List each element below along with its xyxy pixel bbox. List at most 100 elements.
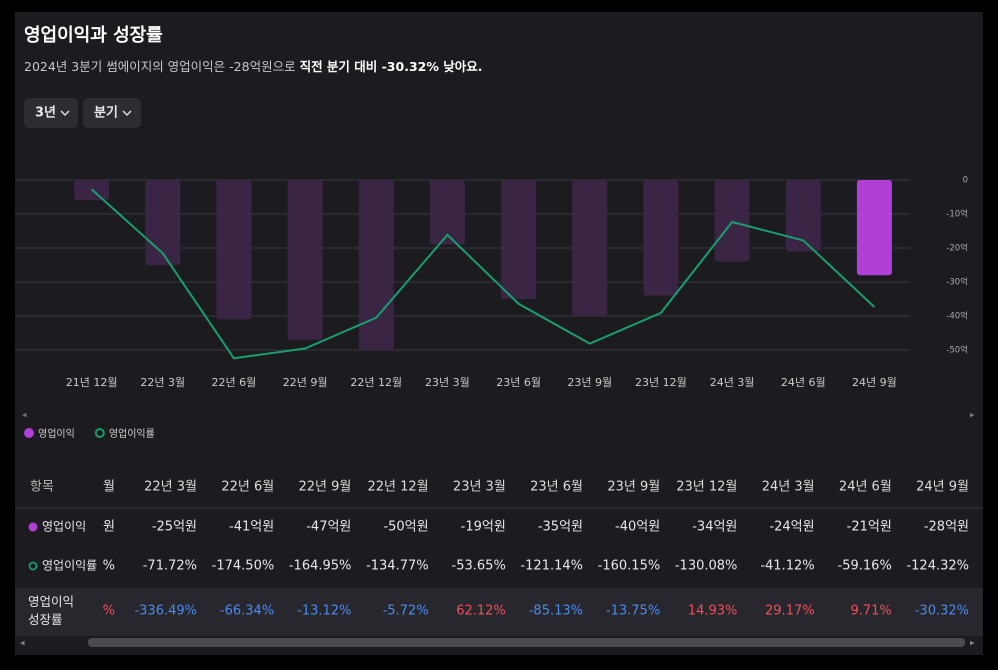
table-cell: -34억원 — [692, 520, 737, 535]
table-cell: -85.13% — [529, 604, 583, 619]
table-header: 23년 12월 — [676, 480, 737, 495]
x-tick-label: 23년 3월 — [425, 376, 470, 389]
table-cell: -13.75% — [606, 604, 660, 619]
table-cell: -25억원 — [152, 520, 197, 535]
table-header: 24년 9월 — [916, 480, 969, 495]
table-cell: -66.34% — [220, 604, 274, 619]
row-marker — [28, 561, 38, 571]
growth-row-bg — [15, 588, 983, 636]
panel — [15, 12, 983, 655]
row-label: 영업이익률 — [42, 559, 97, 573]
table-cell: -134.77% — [366, 559, 429, 574]
scroll-right[interactable]: ▸ — [970, 411, 975, 421]
table-cell: -19억원 — [461, 520, 506, 535]
subtitle-text: 2024년 3분기 썸에이지의 영업이익은 -28억원으로 — [24, 59, 300, 74]
bar — [643, 180, 679, 296]
table-header: 23년 6월 — [530, 480, 583, 495]
x-tick-label: 22년 12월 — [350, 376, 402, 389]
bar — [856, 180, 892, 276]
bar — [287, 180, 323, 340]
x-tick-label: 24년 9월 — [852, 376, 897, 389]
bar — [501, 180, 537, 299]
x-tick-label: 23년 12월 — [635, 376, 687, 389]
bar — [572, 180, 608, 316]
button-label[interactable]: 3년 — [35, 106, 56, 121]
table-cell: 14.93% — [688, 604, 738, 619]
table-cell: -130.08% — [675, 559, 738, 574]
table-cell: -174.50% — [212, 559, 275, 574]
table-cell: -35억원 — [538, 520, 583, 535]
table-cell: -124.32% — [906, 559, 969, 574]
y-tick-label: -20억 — [946, 243, 968, 254]
table-cell: -40억원 — [615, 520, 660, 535]
bar — [714, 180, 750, 262]
line — [90, 188, 876, 360]
table-header: 월 — [103, 480, 115, 495]
row-label: 영업이익 — [42, 520, 86, 534]
table-cell: -41억원 — [229, 520, 274, 535]
x-tick-label: 21년 12월 — [66, 376, 118, 389]
table-scroll-right[interactable]: ▸ — [970, 639, 975, 649]
table-header: 24년 3월 — [762, 480, 815, 495]
legend-marker — [24, 428, 34, 438]
bar — [429, 180, 465, 245]
title: 영업이익과 성장률 — [24, 25, 163, 46]
table-header: 24년 6월 — [839, 480, 892, 495]
table-cell: -24억원 — [769, 520, 814, 535]
table-cell: -164.95% — [289, 559, 352, 574]
table-cell: -21억원 — [847, 520, 892, 535]
table-header: 22년 9월 — [299, 480, 352, 495]
table-cell: -50억원 — [383, 520, 428, 535]
table-cell: -41.12% — [760, 559, 814, 574]
row-marker — [28, 522, 38, 532]
scroll-left[interactable]: ◂ — [22, 411, 27, 421]
table-cell: % — [103, 559, 115, 574]
bar — [145, 180, 181, 265]
bar — [216, 180, 252, 320]
x-tick-label: 22년 9월 — [283, 376, 328, 389]
x-tick-label: 22년 6월 — [212, 376, 257, 389]
table-cell: -5.72% — [383, 604, 429, 619]
period-button[interactable]: 3년 — [24, 98, 78, 128]
table-cell: 29.17% — [765, 604, 815, 619]
table-cell: -59.16% — [838, 559, 892, 574]
x-tick-label: 24년 3월 — [710, 376, 755, 389]
table-cell: 62.12% — [456, 604, 506, 619]
y-tick-label: -10억 — [946, 209, 968, 220]
table-cell: 원 — [103, 520, 115, 535]
table-cell: -160.15% — [598, 559, 661, 574]
x-tick-label: 23년 9월 — [567, 376, 612, 389]
table-cell: -30.32% — [915, 604, 969, 619]
subtitle-bold: 직전 분기 대비 -30.32% 낮아요. — [300, 59, 483, 74]
table-header: 22년 6월 — [221, 480, 274, 495]
scrollbar[interactable] — [88, 638, 965, 647]
table-cell: % — [103, 604, 115, 619]
y-tick-label: 0 — [963, 176, 968, 186]
legend-label: 영업이익률 — [109, 427, 155, 440]
table-header: 23년 9월 — [607, 480, 660, 495]
table-cell: -121.14% — [520, 559, 583, 574]
y-tick-label: -30억 — [946, 277, 968, 288]
button-label[interactable]: 분기 — [94, 106, 118, 121]
interval-button[interactable]: 분기 — [83, 98, 141, 128]
table-header: 항목 — [30, 480, 54, 495]
subtitle: 2024년 3분기 썸에이지의 영업이익은 -28억원으로 직전 분기 대비 -… — [24, 59, 482, 74]
bar — [785, 180, 821, 252]
table-cell: -53.65% — [452, 559, 506, 574]
table-scroll-left[interactable]: ◂ — [20, 639, 25, 649]
table-header: 22년 3월 — [144, 480, 197, 495]
bar — [358, 180, 394, 350]
table-cell: -336.49% — [134, 604, 197, 619]
y-tick-label: -40억 — [946, 311, 968, 322]
table-cell: -28억원 — [924, 520, 969, 535]
row-label: 영업이익 성장률 — [28, 594, 74, 627]
legend-label: 영업이익 — [38, 427, 75, 440]
y-tick-label: -50억 — [946, 345, 968, 356]
legend-marker — [94, 428, 105, 438]
table-cell: -47억원 — [306, 520, 351, 535]
x-tick-label: 24년 6월 — [781, 376, 826, 389]
table-header: 22년 12월 — [367, 480, 428, 495]
row-label-line: 성장률 — [28, 612, 63, 627]
x-tick-label: 22년 3월 — [140, 376, 185, 389]
